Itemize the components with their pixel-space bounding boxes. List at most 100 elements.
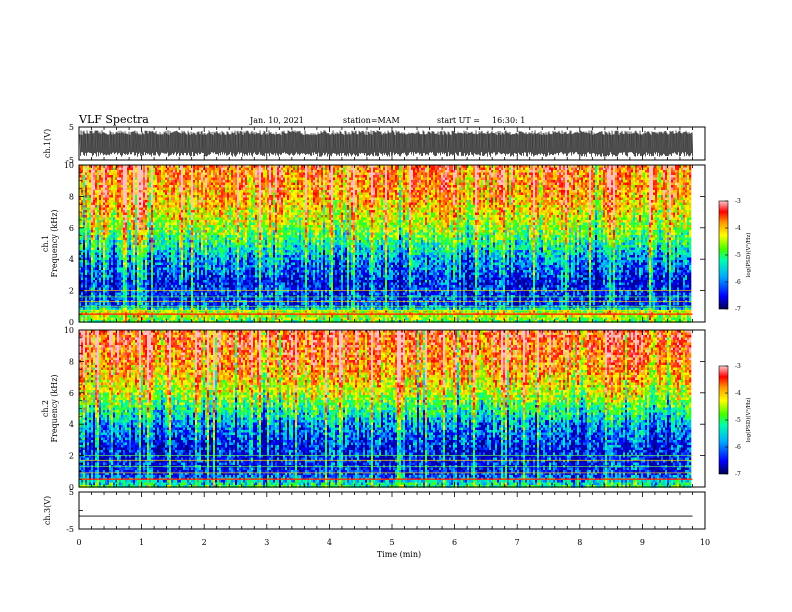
ch1-spectrogram-cell	[145, 178, 147, 181]
ch1-spectrogram-cell	[137, 210, 139, 213]
ch1-spectrogram-cell	[111, 243, 113, 246]
ch1-spectrogram-cell	[97, 230, 99, 233]
ch1-spectrogram-cell	[177, 273, 179, 276]
ch1-spectrogram-cell	[101, 190, 103, 193]
ch1-spectrogram-cell	[129, 238, 131, 241]
ch1-spectrogram-cell	[143, 260, 145, 263]
ch1-spectrogram-cell	[119, 200, 121, 203]
ch1-spectrogram-cell	[139, 170, 141, 173]
ch1-spectrogram-cell	[199, 210, 201, 213]
ch1-spectrogram-cell	[155, 215, 157, 218]
ch1-spectrogram-cell	[121, 250, 123, 253]
ch1-spectrogram-cell	[119, 263, 121, 266]
ch1-spectrogram-cell	[183, 248, 185, 251]
ch1-spectrogram-cell	[205, 233, 207, 236]
ch1-spectrogram-cell	[93, 215, 95, 218]
ch1-spectrogram-cell	[151, 185, 153, 188]
ch1-spectrogram-cell	[99, 318, 101, 321]
ch1-spectrogram-cell	[147, 275, 149, 278]
ch1-spectrogram-cell	[141, 258, 143, 261]
ch1-spectrogram-cell	[125, 180, 127, 183]
ch1-spectrogram-cell	[93, 315, 95, 318]
ch1-spectrogram-cell	[185, 268, 187, 271]
ch1-spectrogram-cell	[207, 225, 209, 228]
ch1-spectrogram-cell	[99, 288, 101, 291]
ch1-spectrogram-cell	[87, 243, 89, 246]
ch1-spectrogram-cell	[187, 255, 189, 258]
ch1-spectrogram-cell	[123, 195, 125, 198]
ch1-spectrogram-cell	[191, 303, 193, 306]
ch1-spectrogram-cell	[123, 253, 125, 256]
ch1-spectrogram-cell	[81, 200, 83, 203]
ch1-spectrogram-cell	[93, 203, 95, 206]
ch1-spectrogram-cell	[195, 215, 197, 218]
ch1-spectrogram-cell	[181, 233, 183, 236]
ch1-spectrogram-cell	[205, 248, 207, 251]
ch1-spectrogram-cell	[103, 243, 105, 246]
ch1-spectrogram-cell	[161, 225, 163, 228]
ch1-spectrogram-cell	[87, 270, 89, 273]
ch1-spectrogram-cell	[189, 285, 191, 288]
ch1-spectrogram-cell	[199, 240, 201, 243]
ch1-spectrogram-cell	[205, 170, 207, 173]
ch1-spectrogram-cell	[85, 215, 87, 218]
ch1-spectrogram-cell	[151, 208, 153, 211]
ch1-spectrogram-cell	[101, 230, 103, 233]
ch1-spectrogram-cell	[197, 195, 199, 198]
ch1-spectrogram-cell	[97, 295, 99, 298]
ch1-spectrogram-cell	[171, 303, 173, 306]
ch1-spectrogram-cell	[205, 303, 207, 306]
ch1-spectrogram-cell	[139, 248, 141, 251]
ch1-spectrogram-cell	[157, 253, 159, 256]
ch1-spectrogram-cell	[117, 168, 119, 171]
ch1-spectrogram-cell	[207, 213, 209, 216]
ch1-spectrogram-cell	[157, 315, 159, 318]
ch1-spectrogram-cell	[191, 248, 193, 251]
ch1-spectrogram-cell	[163, 278, 165, 281]
ch1-spectrogram-cell	[157, 245, 159, 248]
ch1-spectrogram-cell	[163, 288, 165, 291]
ch1-spectrogram-cell	[167, 293, 169, 296]
ch1-spectrogram-cell	[83, 278, 85, 281]
ch1-spectrogram-cell	[173, 263, 175, 266]
ch1-spectrogram-cell	[191, 293, 193, 296]
ch1-spectrogram-cell	[115, 210, 117, 213]
ch1-spectrogram-cell	[125, 220, 127, 223]
ch1-spectrogram-cell	[199, 233, 201, 236]
ch1-spectrogram-cell	[89, 253, 91, 256]
ch1-spectrogram-cell	[191, 178, 193, 181]
ch1-spectrogram-cell	[163, 298, 165, 301]
ch1-spectrogram-cell	[105, 273, 107, 276]
ch1-spectrogram-cell	[175, 205, 177, 208]
ch1-spectrogram-cell	[169, 235, 171, 238]
ch1-spectrogram-cell	[167, 218, 169, 221]
ch1-spectrogram-cell	[129, 190, 131, 193]
ch1-spectrogram-cell	[119, 258, 121, 261]
ch1-spectrogram-cell	[141, 225, 143, 228]
ch1-spectrogram-cell	[183, 198, 185, 201]
ch1-spectrogram-cell	[171, 253, 173, 256]
ch1-spectrogram-cell	[159, 223, 161, 226]
ch1-spectrogram-cell	[191, 265, 193, 268]
ch1-spectrogram-cell	[135, 198, 137, 201]
ch1-spectrogram-cell	[111, 193, 113, 196]
ch1-spectrogram-cell	[173, 215, 175, 218]
ch1-spectrogram-cell	[149, 195, 151, 198]
ch1-spectrogram-cell	[169, 285, 171, 288]
ch1-spectrogram-cell	[179, 265, 181, 268]
ch1-spectrogram-cell	[161, 315, 163, 318]
ch1-spectrogram-cell	[145, 315, 147, 318]
ch1-spectrogram-cell	[209, 218, 211, 221]
ch1-spectrogram-cell	[151, 190, 153, 193]
ch1-spectrogram-cell	[201, 318, 203, 321]
ch1-spectrogram-cell	[123, 265, 125, 268]
ch1-spectrogram-cell	[89, 183, 91, 186]
ch1-spectrogram-cell	[167, 238, 169, 241]
ch1-spectrogram-cell	[201, 183, 203, 186]
date-label: Jan. 10, 2021	[249, 116, 304, 125]
ch1-spectrogram-cell	[159, 260, 161, 263]
ch1-spectrogram-cell	[177, 195, 179, 198]
ch1-spectrogram-cell	[109, 173, 111, 176]
ch1-spectrogram-cell	[187, 278, 189, 281]
ch1-spectrogram-cell	[193, 200, 195, 203]
